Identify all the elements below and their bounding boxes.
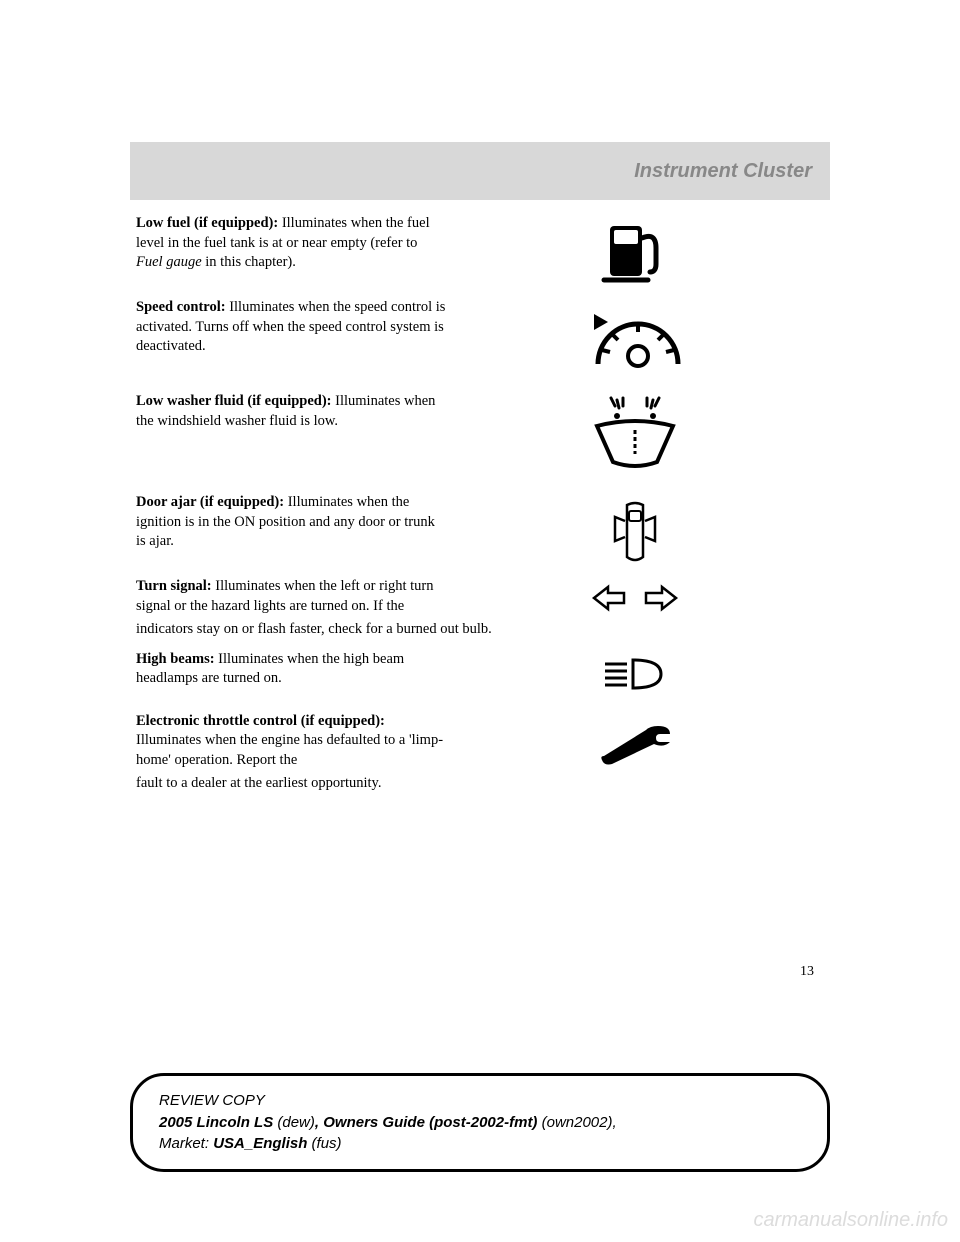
speed-control-icon (446, 298, 824, 382)
etc-title: Electronic throttle control (if equipped… (136, 713, 385, 729)
section-high-beams: High beams: Illuminates when the high be… (136, 650, 824, 694)
fuel-icon (446, 214, 824, 288)
turn-signal-icon (446, 577, 824, 615)
section-text: Electronic throttle control (if equipped… (136, 712, 446, 771)
speed-control-title: Speed control: (136, 299, 226, 315)
footer-l3b: USA_English (213, 1135, 311, 1152)
footer-l3c: (fus) (312, 1135, 342, 1152)
section-text: High beams: Illuminates when the high be… (136, 650, 446, 689)
section-text: Door ajar (if equipped): Illuminates whe… (136, 493, 446, 552)
footer-line1: REVIEW COPY (159, 1090, 801, 1112)
header-bar: Instrument Cluster (130, 142, 830, 200)
watermark: carmanualsonline.info (753, 1209, 948, 1232)
low-fuel-title: Low fuel (if equipped): (136, 215, 278, 231)
high-beams-icon (446, 650, 824, 694)
footer-l2d: Owners Guide (post-2002-fmt) (323, 1114, 541, 1131)
etc-body-a: Illuminates when the engine has defaulte… (136, 732, 443, 768)
footer-line3: Market: USA_English (fus) (159, 1133, 801, 1155)
turn-signal-body-b: indicators stay on or flash faster, chec… (136, 620, 824, 640)
etc-body-b: fault to a dealer at the earliest opport… (136, 774, 824, 794)
footer-box: REVIEW COPY 2005 Lincoln LS (dew), Owner… (130, 1073, 830, 1172)
footer-line2: 2005 Lincoln LS (dew), Owners Guide (pos… (159, 1112, 801, 1134)
page-number: 13 (136, 964, 824, 980)
section-text: Turn signal: Illuminates when the left o… (136, 577, 446, 616)
section-door-ajar: Door ajar (if equipped): Illuminates whe… (136, 493, 824, 567)
header-title: Instrument Cluster (634, 160, 812, 183)
high-beams-title: High beams: (136, 651, 215, 667)
turn-signal-title: Turn signal: (136, 578, 212, 594)
door-ajar-title: Door ajar (if equipped): (136, 494, 284, 510)
washer-fluid-icon (446, 392, 824, 471)
page-container: Instrument Cluster Low fuel (if equipped… (130, 142, 830, 980)
section-etc: Electronic throttle control (if equipped… (136, 712, 824, 771)
low-washer-title: Low washer fluid (if equipped): (136, 393, 332, 409)
wrench-icon (446, 712, 824, 766)
footer-l2b: (dew) (277, 1114, 315, 1131)
section-speed-control: Speed control: Illuminates when the spee… (136, 298, 824, 382)
section-low-fuel: Low fuel (if equipped): Illuminates when… (136, 214, 824, 288)
footer-l3a: Market: (159, 1135, 213, 1152)
section-text: Low fuel (if equipped): Illuminates when… (136, 214, 446, 273)
low-fuel-body-ital: Fuel gauge (136, 254, 202, 270)
low-fuel-body-b: in this chapter). (202, 254, 296, 270)
footer-l2c: , (315, 1114, 323, 1131)
section-low-washer: Low washer fluid (if equipped): Illumina… (136, 392, 824, 471)
door-ajar-icon (446, 493, 824, 567)
content-area: Low fuel (if equipped): Illuminates when… (130, 214, 830, 980)
footer-l2e: (own2002), (542, 1114, 617, 1131)
section-text: Low washer fluid (if equipped): Illumina… (136, 392, 446, 431)
footer-l2a: 2005 Lincoln LS (159, 1114, 277, 1131)
section-text: Speed control: Illuminates when the spee… (136, 298, 446, 357)
section-turn-signal: Turn signal: Illuminates when the left o… (136, 577, 824, 616)
